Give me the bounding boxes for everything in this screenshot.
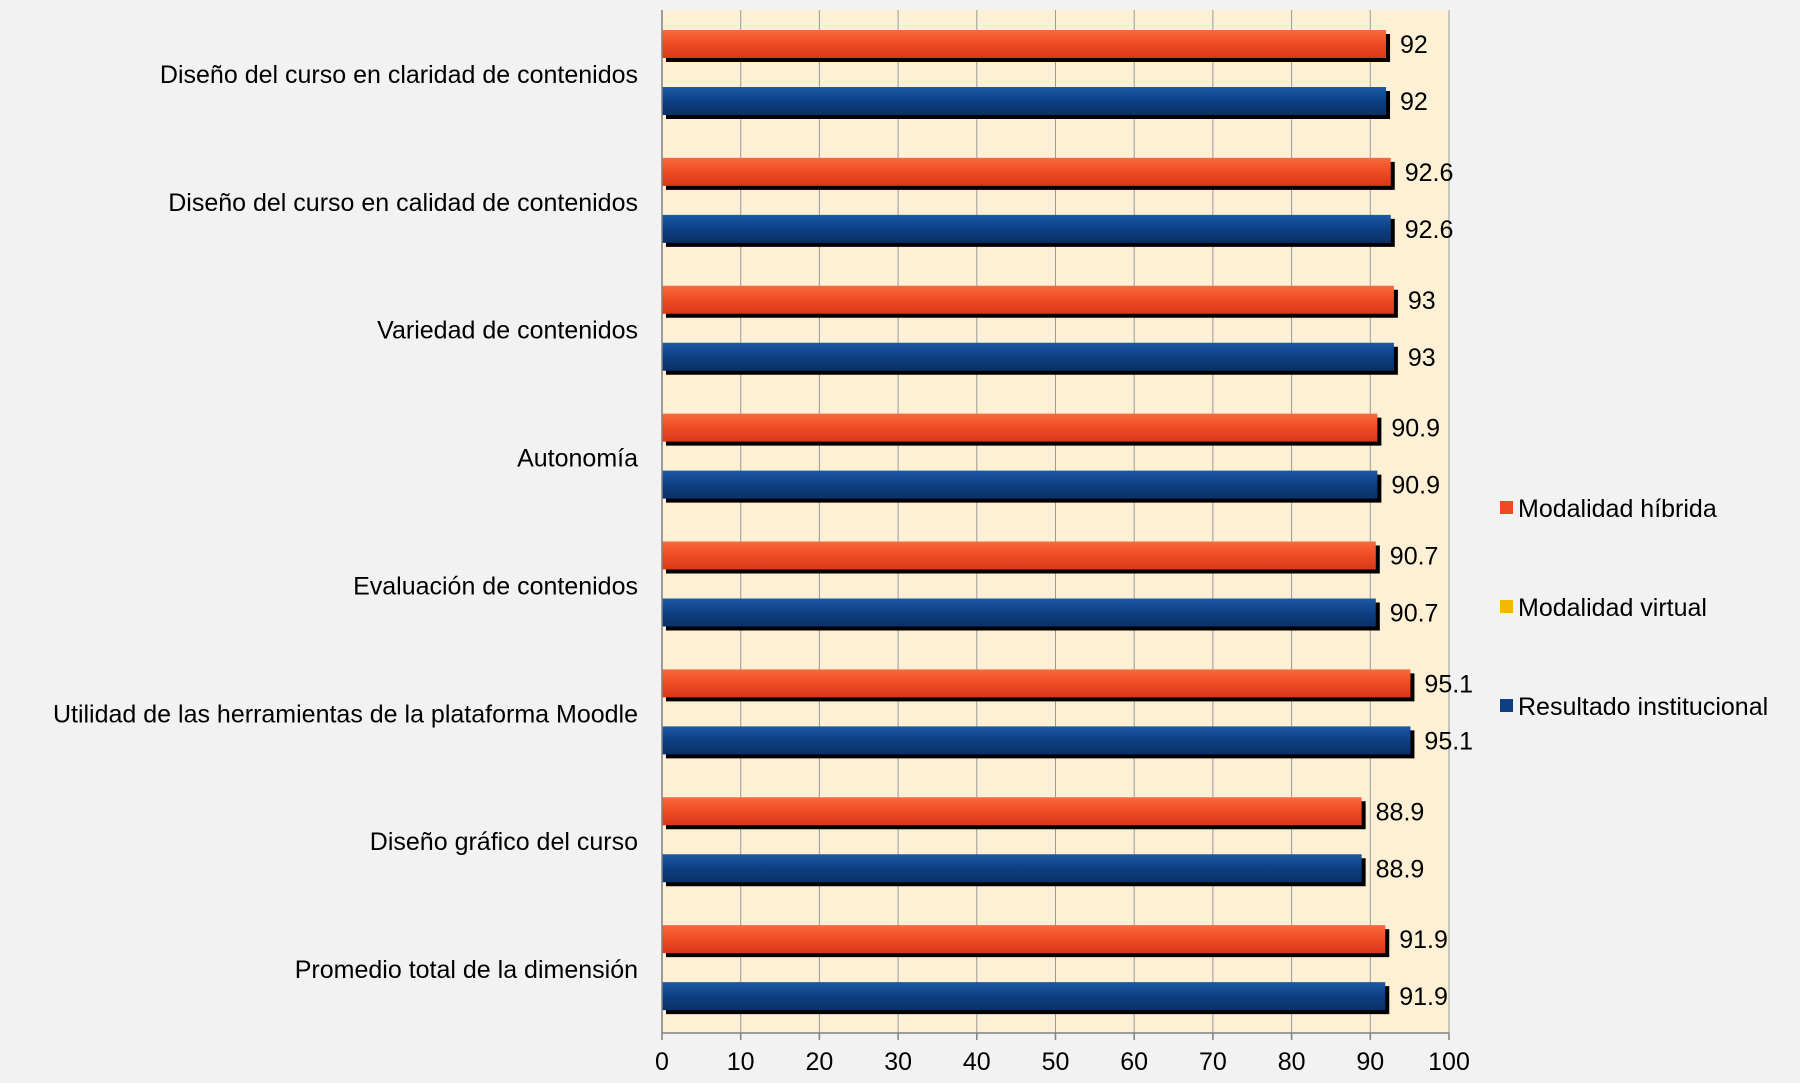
data-label: 95.1 xyxy=(1424,670,1473,698)
data-label: 95.1 xyxy=(1424,727,1473,755)
legend-label: Modalidad virtual xyxy=(1518,594,1707,622)
bars xyxy=(662,30,1415,1015)
data-label: 88.9 xyxy=(1376,855,1425,883)
x-tick-label: 10 xyxy=(727,1048,755,1076)
bar-modalidad-hibrida xyxy=(662,669,1411,698)
x-tick-label: 80 xyxy=(1278,1048,1306,1076)
category-label: Variedad de contenidos xyxy=(377,317,638,345)
legend-label: Modalidad híbrida xyxy=(1518,495,1717,523)
category-labels: Diseño del curso en claridad de contenid… xyxy=(53,61,638,984)
legend-label: Resultado institucional xyxy=(1518,693,1768,721)
category-label: Evaluación de contenidos xyxy=(353,572,638,600)
bar-modalidad-hibrida xyxy=(662,30,1387,58)
bar-modalidad-hibrida xyxy=(662,157,1391,186)
x-tick-label: 40 xyxy=(963,1048,991,1076)
x-tick-label: 100 xyxy=(1428,1048,1470,1076)
legend-swatch xyxy=(1500,501,1513,514)
bar-modalidad-hibrida xyxy=(662,797,1362,826)
data-label: 91.9 xyxy=(1399,983,1448,1011)
data-label: 92 xyxy=(1400,88,1428,116)
x-tick-label: 50 xyxy=(1042,1048,1070,1076)
data-label: 93 xyxy=(1408,344,1436,372)
data-label: 91.9 xyxy=(1399,926,1448,954)
data-label: 90.7 xyxy=(1390,543,1439,571)
x-tick-label: 20 xyxy=(805,1048,833,1076)
bar-resultado-institucional xyxy=(662,214,1391,243)
x-tick-label: 70 xyxy=(1199,1048,1227,1076)
bar-resultado-institucional xyxy=(662,726,1411,755)
x-axis: 0 10 20 30 40 50 60 70 80 90 100 xyxy=(655,10,1470,1076)
legend-swatch xyxy=(1500,600,1513,613)
legend-swatch xyxy=(1500,699,1513,712)
data-label: 92.6 xyxy=(1405,216,1454,244)
bar-resultado-institucional xyxy=(662,598,1376,627)
bar-resultado-institucional xyxy=(662,854,1362,883)
x-tick-label: 60 xyxy=(1120,1048,1148,1076)
category-label: Utilidad de las herramientas de la plata… xyxy=(53,700,638,728)
category-label: Promedio total de la dimensión xyxy=(295,956,638,984)
bar-modalidad-hibrida xyxy=(662,925,1386,954)
data-label: 90.7 xyxy=(1390,600,1439,628)
bar-resultado-institucional xyxy=(662,87,1387,115)
bar-modalidad-hibrida xyxy=(662,541,1376,570)
data-label: 90.9 xyxy=(1391,472,1440,500)
category-label: Diseño del curso en claridad de contenid… xyxy=(160,61,638,89)
bar-resultado-institucional xyxy=(662,982,1386,1011)
x-tick-label: 30 xyxy=(884,1048,912,1076)
value-labels: 92 92 92.6 92.6 93 93 90.9 90.9 90.7 90.7 95.1 95.1… xyxy=(1376,31,1473,1011)
data-label: 92 xyxy=(1400,31,1428,59)
bar-modalidad-hibrida xyxy=(662,285,1394,314)
x-tick-label: 0 xyxy=(655,1048,669,1076)
category-label: Diseño del curso en calidad de contenido… xyxy=(168,189,638,217)
data-label: 92.6 xyxy=(1405,159,1454,187)
bar-resultado-institucional xyxy=(662,342,1394,371)
data-label: 90.9 xyxy=(1391,415,1440,443)
legend: Modalidad híbrida Modalidad virtual Result… xyxy=(1500,495,1768,721)
data-label: 93 xyxy=(1408,287,1436,315)
category-label: Autonomía xyxy=(517,445,638,473)
category-label: Diseño gráfico del curso xyxy=(370,828,638,856)
bar-modalidad-hibrida xyxy=(662,413,1378,442)
bar-resultado-institucional xyxy=(662,470,1378,499)
data-label: 88.9 xyxy=(1376,798,1425,826)
x-tick-label: 90 xyxy=(1356,1048,1384,1076)
